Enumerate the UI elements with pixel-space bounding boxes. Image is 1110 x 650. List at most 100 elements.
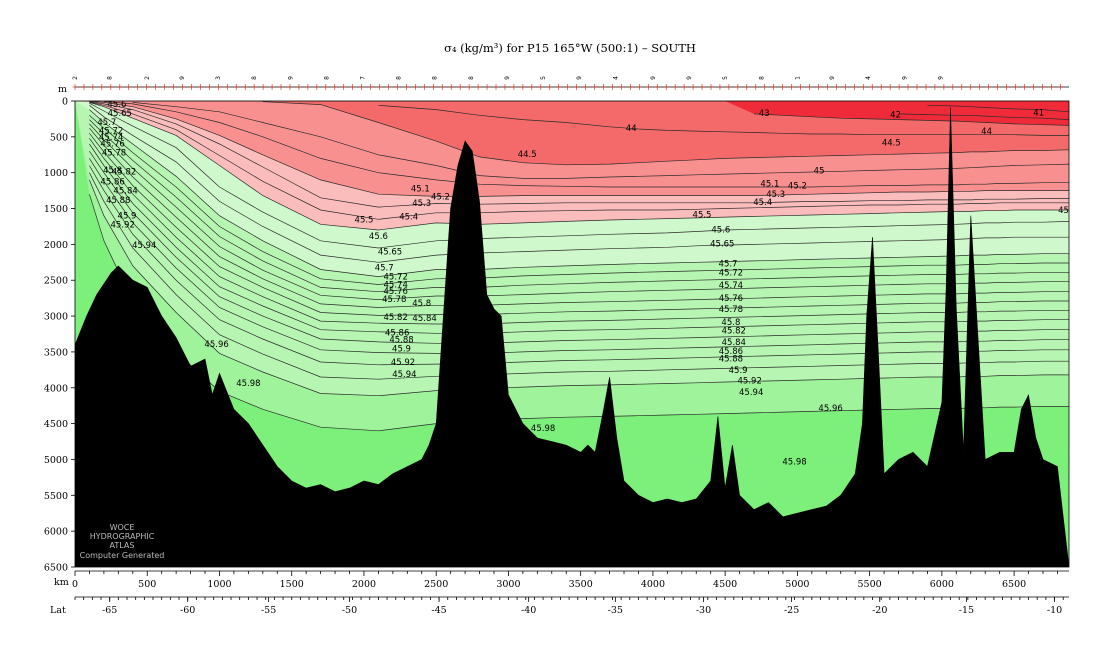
station-number: 5 bbox=[540, 76, 547, 80]
latitude-tick-label: -40 bbox=[521, 605, 536, 616]
distance-tick-label-4000: 4000 bbox=[641, 579, 665, 590]
contour-label-28: 45.4 bbox=[399, 212, 418, 222]
credit-line-3: ATLAS bbox=[110, 541, 135, 550]
contour-45-2 bbox=[89, 101, 1069, 197]
contour-label-57: 45.82 bbox=[722, 326, 746, 336]
contour-label-66: 45.65 bbox=[710, 240, 734, 250]
contour-label-15: 45.96 bbox=[204, 340, 228, 350]
contour-label-24: 45 bbox=[814, 167, 825, 177]
latitude-tick-label: -55 bbox=[261, 605, 276, 616]
contour-label-31: 45.2 bbox=[788, 182, 807, 192]
distance-unit-label: km bbox=[54, 577, 69, 588]
station-number: 9 bbox=[686, 76, 693, 80]
station-number: 8 bbox=[323, 76, 330, 80]
contour-label-43: 45.8 bbox=[412, 299, 431, 309]
credit-line-4: Computer Generated bbox=[80, 551, 165, 560]
contour-43 bbox=[753, 113, 1069, 126]
contour-label-63: 45.94 bbox=[739, 388, 763, 398]
distance-tick-label-2000: 2000 bbox=[352, 579, 376, 590]
latitude-tick-label: -20 bbox=[872, 605, 887, 616]
contour-label-54: 45.76 bbox=[719, 294, 743, 304]
contour-label-5: 45.76 bbox=[100, 139, 124, 149]
latitude-tick-label: -50 bbox=[342, 605, 357, 616]
contour-label-58: 45.84 bbox=[722, 338, 746, 348]
contour-label-44: 45.82 bbox=[384, 313, 408, 323]
contour-label-59: 45.86 bbox=[719, 347, 743, 357]
contour-label-32: 45.3 bbox=[766, 190, 785, 200]
contour-label-56: 45.8 bbox=[721, 318, 740, 328]
station-number: 8 bbox=[758, 76, 765, 80]
station-number: 8 bbox=[107, 76, 114, 80]
contour-label-50: 45.94 bbox=[392, 370, 416, 380]
contour-label-30: 45.1 bbox=[760, 179, 779, 189]
contour-label-10: 45.84 bbox=[113, 187, 137, 197]
contour-label-68: 45.98 bbox=[782, 458, 806, 468]
distance-tick-label-6000: 6000 bbox=[930, 579, 954, 590]
contour-label-49: 45.92 bbox=[391, 358, 415, 368]
contour-label-42: 45.78 bbox=[382, 295, 406, 305]
latitude-label: Lat bbox=[50, 605, 66, 616]
contour-44 bbox=[378, 104, 1069, 136]
contour-label-13: 45.92 bbox=[111, 220, 135, 230]
contour-label-46: 45.86 bbox=[385, 329, 409, 339]
chart-title: σ₄ (kg/m³) for P15 165°W (500:1) – SOUTH bbox=[444, 41, 696, 55]
station-axis: 2 8 2 9 3 8 9 8 7 8 8 8 9 5 9 4 9 9 5 8 1 9 4 9 9 bbox=[72, 76, 1069, 90]
depth-tick-label-1000: 1000 bbox=[44, 168, 68, 179]
depth-tick-label-5500: 5500 bbox=[44, 491, 68, 502]
seafloor bbox=[75, 107, 1069, 567]
contour-label-21: 44 bbox=[981, 127, 992, 137]
density-bands bbox=[75, 101, 1069, 567]
depth-tick-label-4500: 4500 bbox=[44, 419, 68, 430]
latitude-tick-label: -45 bbox=[431, 605, 446, 616]
station-number: 2 bbox=[72, 76, 79, 80]
contour-label-7: 45.8 bbox=[103, 166, 122, 176]
station-number: 9 bbox=[937, 76, 944, 80]
contour-label-22: 44.5 bbox=[518, 150, 537, 160]
contour-45-4 bbox=[89, 101, 1069, 220]
latitude-tick-label: -30 bbox=[696, 605, 711, 616]
contour-label-29: 45.5 bbox=[355, 215, 374, 225]
latitude-tick-label: -10 bbox=[1047, 605, 1062, 616]
station-number: 9 bbox=[287, 76, 294, 80]
contour-label-14: 45.94 bbox=[132, 241, 156, 251]
distance-tick-label-5500: 5500 bbox=[858, 579, 882, 590]
contour-label-62: 45.92 bbox=[738, 377, 762, 387]
contour-label-16: 45.98 bbox=[236, 379, 260, 389]
depth-tick-label-5000: 5000 bbox=[44, 455, 68, 466]
depth-tick-label-3000: 3000 bbox=[44, 312, 68, 323]
station-number: 9 bbox=[504, 76, 511, 80]
plot-frame bbox=[74, 100, 1070, 568]
station-number: 5 bbox=[722, 76, 729, 80]
depth-tick-label-6000: 6000 bbox=[44, 527, 68, 538]
contour-41 bbox=[927, 104, 1069, 113]
contour-label-4: 45.74 bbox=[99, 133, 123, 143]
contour-label-23: 44.5 bbox=[882, 139, 901, 149]
contour-label-8: 45.82 bbox=[112, 167, 136, 177]
station-number: 9 bbox=[901, 76, 908, 80]
station-number: 9 bbox=[829, 76, 836, 80]
latitude-tick-label: -15 bbox=[959, 605, 974, 616]
contour-label-55: 45.78 bbox=[719, 305, 743, 315]
distance-tick-label-500: 500 bbox=[138, 579, 156, 590]
contour-label-35: 45.5 bbox=[1058, 206, 1077, 216]
woce-credit: WOCE HYDROGRAPHIC ATLAS Computer Generat… bbox=[80, 523, 165, 560]
contour-label-53: 45.74 bbox=[719, 281, 743, 291]
depth-tick-label-1500: 1500 bbox=[44, 204, 68, 215]
distance-tick-label-1500: 1500 bbox=[280, 579, 304, 590]
contour-label-64: 45.96 bbox=[818, 404, 842, 414]
distance-tick-label-0: 0 bbox=[72, 579, 78, 590]
contour-label-34: 45.5 bbox=[693, 210, 712, 220]
contour-45 bbox=[132, 102, 1069, 179]
contour-label-33: 45.4 bbox=[753, 198, 772, 208]
station-number: 9 bbox=[650, 76, 657, 80]
distance-tick-label-1000: 1000 bbox=[207, 579, 231, 590]
depth-tick-label-2000: 2000 bbox=[44, 240, 68, 251]
contour-45-3 bbox=[89, 101, 1069, 208]
contour-label-40: 45.74 bbox=[384, 281, 408, 291]
contour-label-9: 45.86 bbox=[100, 177, 124, 187]
station-number: 2 bbox=[144, 76, 151, 80]
contour-label-48: 45.9 bbox=[392, 344, 411, 354]
station-number: 9 bbox=[576, 76, 583, 80]
contour-label-19: 41 bbox=[1033, 109, 1044, 119]
